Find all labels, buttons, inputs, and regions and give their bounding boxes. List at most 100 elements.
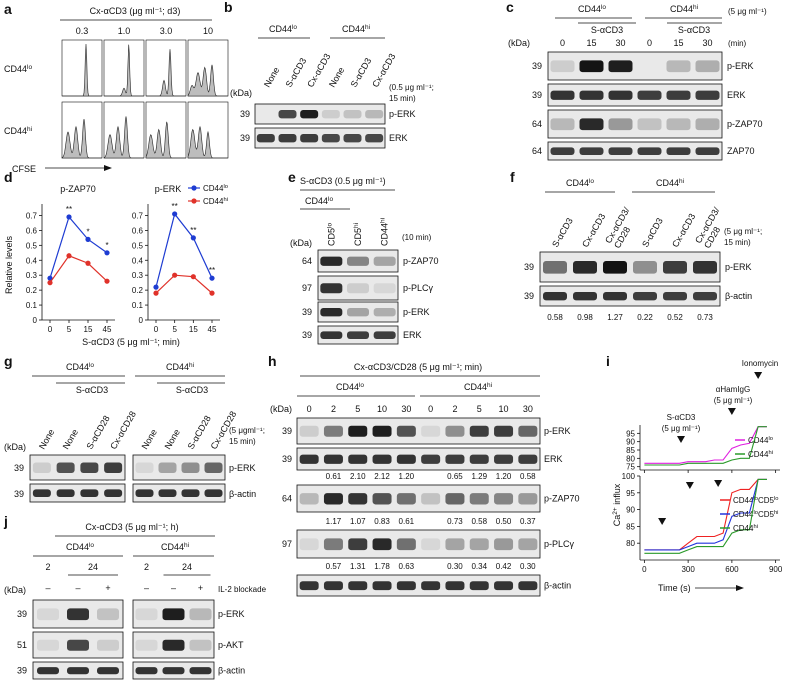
label-part: CD44 — [566, 178, 589, 188]
label: None — [140, 427, 159, 451]
superscript: 2+ — [612, 507, 619, 515]
band — [135, 489, 154, 497]
superscript: lo — [774, 496, 778, 502]
superscript: lo — [27, 64, 32, 71]
label: 30 — [523, 404, 533, 414]
band — [396, 538, 416, 551]
y-tick-label: 100 — [622, 472, 636, 481]
band — [97, 608, 119, 621]
quantification: 0.34 — [471, 562, 487, 571]
y-tick-label: 0.4 — [26, 256, 38, 265]
quantification: 1.27 — [607, 313, 623, 322]
x-tick-label: 0 — [48, 325, 53, 334]
band — [278, 110, 297, 119]
quantification: 1.29 — [471, 472, 487, 481]
band — [348, 538, 368, 551]
label: CD44hi — [656, 178, 684, 189]
point — [209, 275, 215, 281]
band — [693, 292, 717, 301]
blot — [254, 127, 386, 149]
panel-letter: i — [606, 353, 610, 369]
panel-letter: a — [4, 1, 12, 17]
label-part: CD44 — [203, 197, 224, 206]
blot — [296, 447, 541, 471]
quantification: 0.83 — [374, 517, 390, 526]
point — [85, 260, 91, 266]
significance: ** — [209, 266, 215, 275]
band — [32, 462, 51, 473]
arrowhead — [736, 585, 744, 591]
label: 30 — [615, 38, 625, 48]
point — [153, 284, 159, 290]
quantification: 0.57 — [326, 562, 342, 571]
label-part: CD44 — [733, 496, 754, 505]
panel-letter: j — [3, 513, 8, 529]
label-part: CD44 — [66, 542, 89, 552]
band — [347, 256, 369, 266]
label-part: CD44 — [336, 382, 359, 392]
label: (0.5 μg ml⁻¹; — [389, 83, 434, 92]
quantification: 0.61 — [399, 517, 415, 526]
label-part: CD44 — [380, 223, 390, 246]
x-tick-label: 900 — [769, 565, 783, 574]
band — [373, 308, 396, 317]
band — [37, 667, 59, 675]
label: CFSE — [12, 164, 36, 174]
band — [104, 489, 123, 497]
label: Cx-αCD3 — [670, 212, 697, 249]
label: β-actin — [218, 666, 245, 676]
band — [445, 538, 465, 551]
quantification: 0.73 — [697, 313, 713, 322]
band — [365, 134, 384, 143]
blot — [29, 483, 126, 503]
label: 10 — [499, 404, 509, 414]
band — [158, 462, 177, 473]
blot — [539, 285, 721, 307]
band — [343, 134, 362, 143]
band — [633, 261, 657, 274]
arrowhead — [658, 518, 667, 525]
blot — [547, 141, 723, 161]
band — [573, 261, 597, 274]
band — [666, 118, 691, 131]
legend-label: CD44hi — [203, 197, 228, 206]
y-tick-label: 0.6 — [132, 226, 144, 235]
quantification: 0.98 — [577, 313, 593, 322]
label: p-ERK — [725, 262, 752, 272]
label: 39 — [282, 454, 292, 464]
label: 30 — [702, 38, 712, 48]
band — [445, 581, 465, 591]
y-tick-label: 0 — [33, 316, 38, 325]
band — [323, 538, 343, 551]
label: ERK — [727, 90, 746, 100]
band — [278, 134, 297, 143]
panel-letter: c — [506, 0, 514, 15]
label: 15 min) — [389, 94, 416, 103]
quantification: 2.12 — [374, 472, 390, 481]
significance: * — [86, 227, 89, 236]
point — [85, 236, 91, 242]
blot — [547, 51, 723, 81]
band — [421, 581, 441, 591]
band — [348, 454, 368, 464]
band — [633, 292, 657, 301]
band — [494, 581, 514, 591]
band — [573, 292, 597, 301]
label-part: CD44 — [4, 64, 27, 74]
label: – — [144, 583, 149, 593]
label: 15 — [673, 38, 683, 48]
label: 64 — [532, 119, 542, 129]
significance: ** — [66, 205, 72, 214]
band — [637, 90, 662, 100]
label: 39 — [17, 666, 27, 676]
label: + — [105, 583, 110, 593]
legend-marker — [191, 198, 197, 204]
band — [693, 261, 717, 274]
band — [80, 489, 99, 497]
band — [299, 454, 319, 464]
band — [299, 493, 319, 505]
arrowhead — [104, 165, 112, 171]
band — [579, 118, 604, 131]
label-part: CD44 — [748, 436, 769, 445]
arrowhead — [677, 436, 685, 443]
